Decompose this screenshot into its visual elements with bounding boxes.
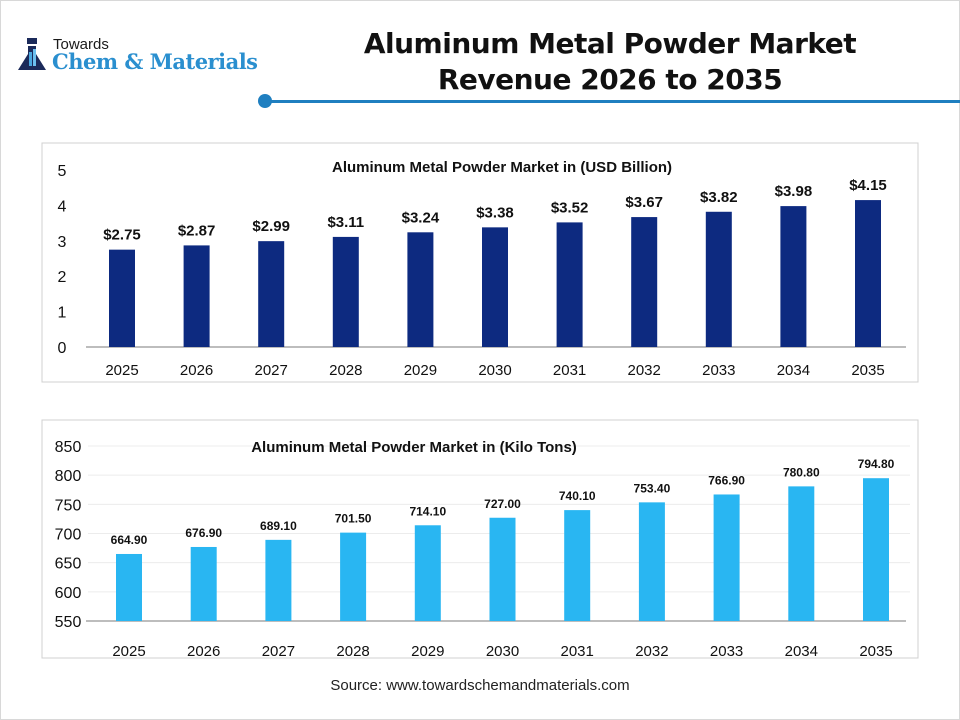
title-divider: [268, 100, 960, 103]
bar-2032: [631, 217, 658, 347]
divider-dot: [258, 94, 272, 108]
data-label: 766.90: [708, 473, 745, 487]
y-tick-label: 750: [55, 497, 82, 514]
y-tick-label: 0: [58, 340, 67, 357]
bar-2034: [780, 206, 807, 347]
bar-2033: [705, 211, 732, 347]
data-label: $3.52: [551, 199, 589, 216]
x-tick-label: 2026: [180, 362, 213, 379]
data-label: $3.82: [700, 189, 738, 206]
bar-2030: [489, 517, 516, 621]
x-tick-label: 2035: [851, 362, 884, 379]
data-label: 701.50: [335, 512, 372, 526]
x-tick-label: 2034: [777, 362, 810, 379]
bar-2035: [855, 200, 881, 347]
chart-1: 0 1 2 3 4 5 Aluminum Metal Powder Market in (U…: [41, 142, 919, 383]
x-tick-label: 2028: [329, 362, 362, 379]
x-tick-label: 2032: [628, 362, 661, 379]
x-tick-label: 2025: [112, 643, 145, 660]
chart-title: Aluminum Metal Powder Market in (Kilo To…: [251, 439, 577, 456]
data-label: $2.87: [178, 222, 216, 239]
data-label: $2.99: [252, 218, 290, 235]
data-label: 714.10: [409, 504, 446, 518]
bar-2027: [258, 241, 285, 347]
y-tick-label: 5: [58, 163, 67, 180]
data-label: $3.11: [327, 214, 364, 231]
x-tick-label: 2032: [635, 643, 668, 660]
x-tick-label: 2034: [785, 643, 818, 660]
bar-2029: [407, 232, 434, 347]
bar-2030: [482, 227, 508, 347]
bar-2032: [638, 502, 665, 621]
bar-2028: [332, 236, 359, 347]
chart-2: 550 600 650 700 750 800 850 Aluminum Metal Powd…: [41, 419, 919, 660]
x-tick-label: 2033: [710, 643, 743, 660]
data-label: $3.24: [402, 209, 440, 226]
y-tick-label: 2: [58, 269, 67, 286]
data-label: 740.10: [559, 489, 596, 503]
chart-title: Aluminum Metal Powder Market in (USD Bil…: [332, 159, 672, 176]
data-label: $4.15: [849, 177, 887, 194]
data-label: $3.98: [775, 183, 813, 200]
chart-border: [41, 419, 919, 659]
bar-2035: [863, 478, 889, 621]
logo-towards: Towards: [53, 36, 109, 53]
y-tick-label: 550: [55, 614, 82, 631]
data-label: $3.38: [476, 204, 514, 221]
data-label: 794.80: [858, 457, 895, 471]
data-label: 676.90: [185, 526, 222, 540]
x-tick-label: 2026: [187, 643, 220, 660]
bar-2026: [190, 546, 217, 621]
y-tick-label: 3: [58, 234, 67, 251]
bar-2026: [183, 245, 210, 347]
x-tick-label: 2031: [553, 362, 586, 379]
data-label: 780.80: [783, 465, 820, 479]
data-label: $3.67: [625, 194, 663, 211]
data-label: $2.75: [103, 227, 141, 244]
y-tick-label: 700: [55, 527, 82, 544]
bar-2031: [564, 510, 591, 621]
y-tick-label: 1: [58, 305, 67, 322]
bar-2029: [414, 525, 441, 621]
bar-2031: [556, 222, 583, 347]
bar-2025: [109, 249, 135, 347]
x-tick-label: 2031: [561, 643, 594, 660]
x-tick-label: 2030: [478, 362, 511, 379]
bar-2025: [116, 553, 142, 621]
data-label: 727.00: [484, 497, 521, 511]
page-title: Aluminum Metal Powder Market Revenue 202…: [330, 26, 890, 98]
data-label: 689.10: [260, 519, 297, 533]
y-tick-label: 800: [55, 468, 82, 485]
flask-icon: [18, 38, 46, 70]
x-tick-label: 2035: [859, 643, 892, 660]
y-tick-label: 4: [58, 198, 67, 215]
bar-2034: [788, 486, 815, 621]
y-tick-label: 850: [55, 439, 82, 456]
x-tick-label: 2029: [404, 362, 437, 379]
bar-2033: [713, 494, 740, 621]
logo-brand: Chem & Materials: [52, 49, 258, 74]
y-tick-label: 600: [55, 585, 82, 602]
x-tick-label: 2025: [105, 362, 138, 379]
bar-2027: [265, 539, 292, 621]
x-tick-label: 2030: [486, 643, 519, 660]
x-tick-label: 2027: [255, 362, 288, 379]
x-tick-label: 2027: [262, 643, 295, 660]
source-text: Source: www.towardschemandmaterials.com: [330, 677, 630, 694]
x-tick-label: 2029: [411, 643, 444, 660]
title-line-2: Revenue 2026 to 2035: [437, 63, 783, 96]
x-tick-label: 2033: [702, 362, 735, 379]
y-tick-label: 650: [55, 556, 82, 573]
title-line-1: Aluminum Metal Powder Market: [363, 27, 857, 60]
data-label: 753.40: [634, 481, 671, 495]
bar-2028: [340, 532, 367, 621]
x-tick-label: 2028: [336, 643, 369, 660]
data-label: 664.90: [111, 533, 148, 547]
